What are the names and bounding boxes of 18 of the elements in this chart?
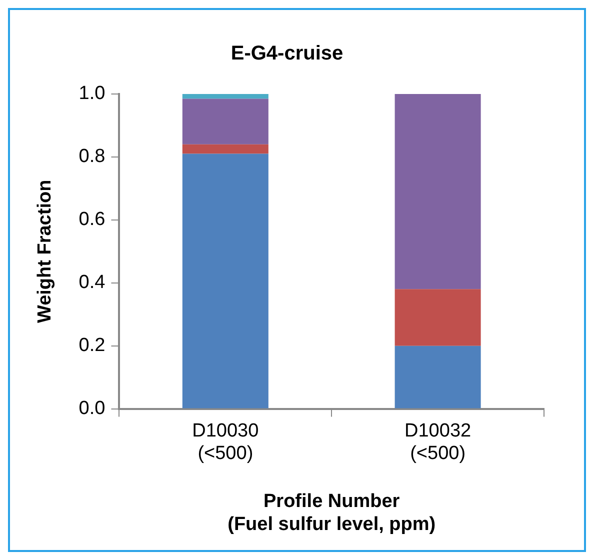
bar xyxy=(394,289,481,346)
y-tick-label: 0.8 xyxy=(78,146,106,168)
y-tick-label: 0.2 xyxy=(78,335,106,356)
y-tick-label: 0.4 xyxy=(78,272,106,294)
y-tick-label: 1.0 xyxy=(78,83,106,104)
y-tick-label: 0.6 xyxy=(78,209,106,230)
bar xyxy=(182,98,268,144)
bar xyxy=(182,94,268,99)
x-tick-label: D10032 (<500) xyxy=(404,420,472,464)
x-axis-title: Profile Number (Fuel sulfur level, ppm) xyxy=(228,491,436,535)
chart-title: E-G4-cruise xyxy=(230,42,344,65)
bar xyxy=(394,94,481,290)
y-tick-label: 0.0 xyxy=(78,398,106,420)
bar xyxy=(182,154,268,408)
x-tick-label: D10030 (<500) xyxy=(192,420,259,464)
bar xyxy=(182,144,268,154)
bar xyxy=(394,346,481,408)
y-axis-title: Weight Fraction xyxy=(34,180,56,324)
